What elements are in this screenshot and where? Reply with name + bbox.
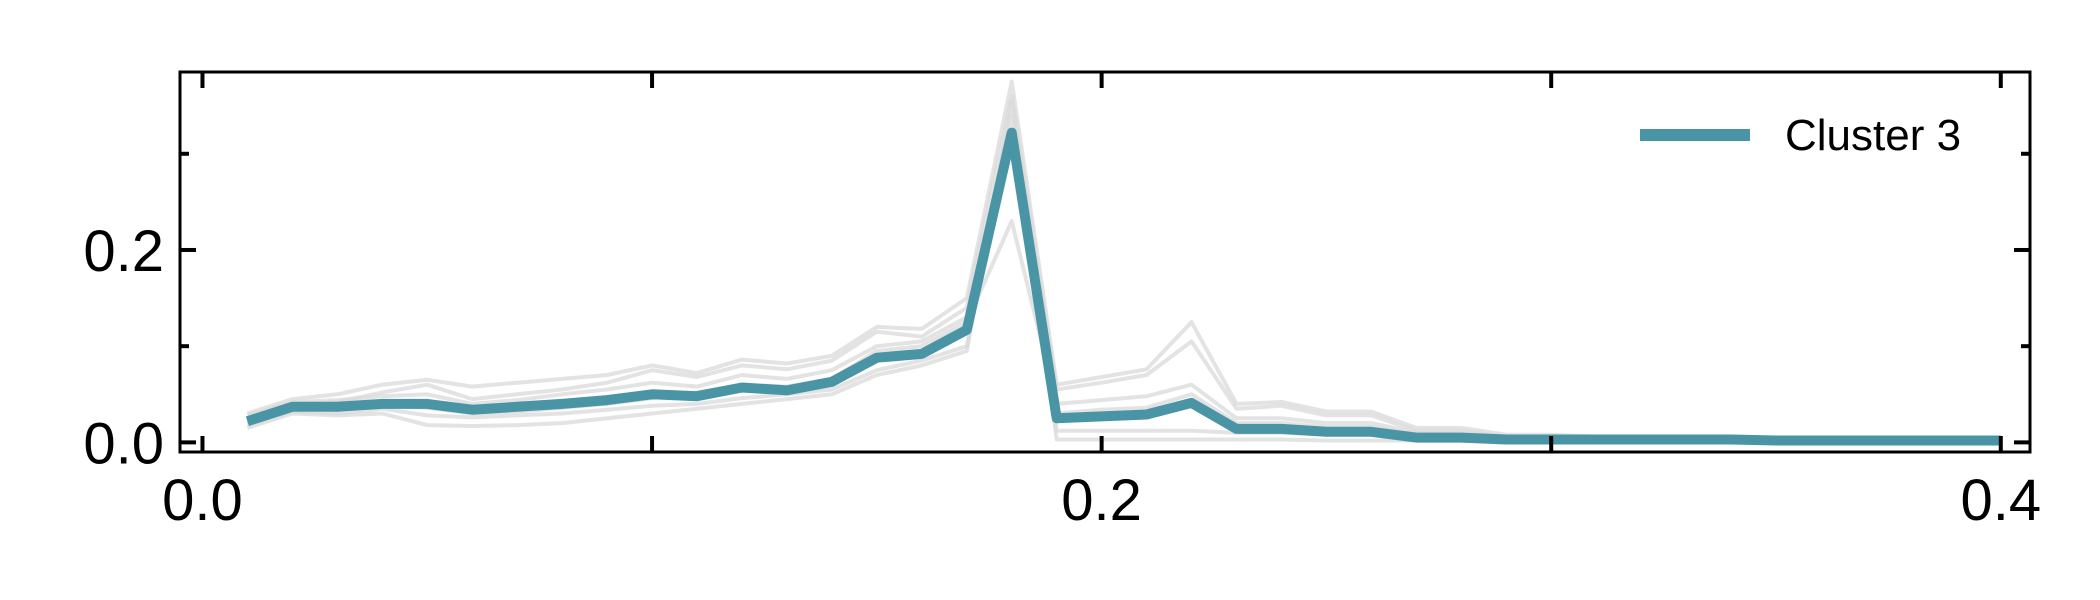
- main-series-group: [245, 127, 2001, 446]
- y-tick-label: 0.2: [83, 219, 164, 284]
- series-line-1: [245, 127, 2001, 446]
- background-series-line-4: [246, 113, 2001, 443]
- plot-frame: [178, 70, 2032, 454]
- legend: Cluster 3: [1640, 111, 1961, 160]
- background-series-line-2: [246, 98, 2001, 444]
- legend-label: Cluster 3: [1785, 111, 1961, 160]
- x-tick-label: 0.0: [162, 468, 243, 533]
- x-tick-label: 0.4: [1960, 468, 2041, 533]
- tick-marks: [180, 72, 2030, 452]
- background-series-line-3: [246, 94, 2001, 442]
- tick-labels: 0.0 0.2 0.4 0.0 0.2: [83, 219, 2041, 533]
- y-tick-label: 0.0: [83, 411, 164, 476]
- x-tick-label: 0.2: [1061, 468, 1142, 533]
